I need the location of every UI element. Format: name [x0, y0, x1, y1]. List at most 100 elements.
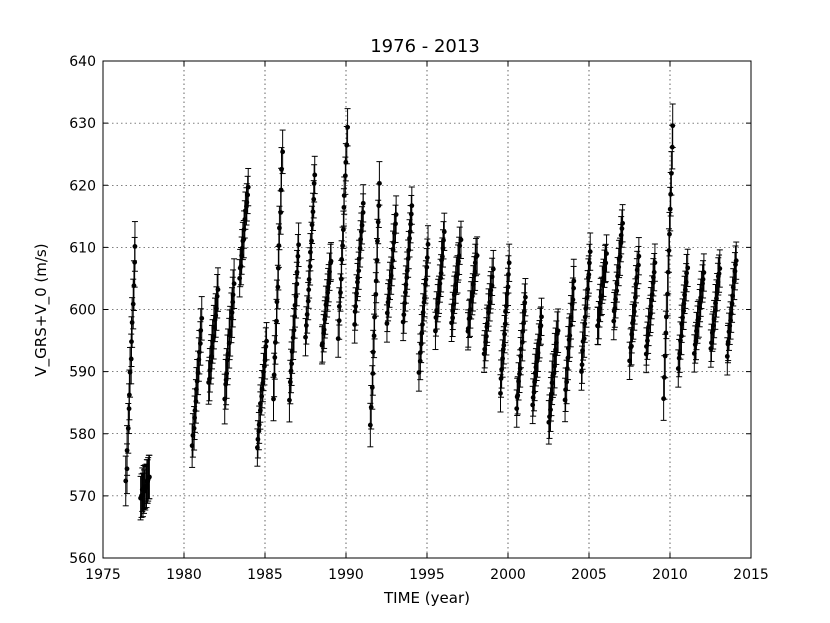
data-marker	[370, 349, 376, 355]
data-marker	[198, 328, 204, 333]
data-marker	[214, 293, 220, 299]
data-point	[651, 243, 658, 282]
data-marker	[456, 253, 462, 259]
data-marker	[515, 392, 521, 398]
data-marker	[125, 425, 131, 431]
x-tick-label: 1995	[409, 567, 445, 583]
data-marker	[439, 254, 445, 259]
data-marker	[256, 422, 262, 428]
data-marker	[651, 269, 657, 275]
data-marker	[359, 222, 365, 228]
data-point	[343, 126, 350, 165]
data-marker	[668, 191, 674, 197]
data-marker	[307, 249, 313, 255]
data-marker	[304, 312, 310, 317]
grid	[103, 61, 751, 558]
data-point	[270, 376, 277, 422]
data-marker	[661, 396, 667, 402]
data-point	[408, 194, 415, 234]
data-marker	[438, 275, 443, 281]
data-marker	[579, 369, 584, 374]
data-marker	[376, 203, 382, 209]
data-point	[263, 322, 270, 361]
data-point	[603, 234, 610, 273]
data-marker	[303, 323, 309, 328]
data-marker	[271, 396, 276, 402]
data-marker	[295, 253, 301, 259]
data-point	[245, 167, 252, 207]
data-point	[474, 236, 481, 275]
data-marker	[652, 260, 658, 266]
data-marker	[340, 243, 345, 249]
data-marker	[393, 212, 399, 217]
data-point	[374, 218, 381, 264]
data-marker	[293, 293, 299, 299]
data-point	[335, 319, 342, 358]
data-marker	[229, 310, 235, 315]
data-marker	[360, 200, 366, 206]
data-point	[497, 374, 504, 413]
data-marker	[287, 397, 292, 403]
data-point	[669, 103, 676, 148]
data-point	[360, 184, 367, 223]
data-marker	[215, 287, 221, 292]
data-point	[311, 155, 318, 195]
x-tick-label: 2005	[571, 567, 607, 583]
x-tick-label: 1980	[166, 567, 202, 583]
data-marker	[294, 269, 300, 275]
data-point	[328, 242, 335, 281]
data-point	[375, 183, 382, 228]
data-marker	[291, 327, 297, 333]
data-marker	[490, 266, 496, 272]
data-point	[122, 455, 129, 507]
data-marker	[231, 281, 237, 287]
y-tick-label: 580	[69, 427, 96, 443]
data-marker	[127, 369, 133, 375]
data-marker	[441, 229, 447, 235]
data-marker	[523, 294, 528, 300]
data-marker	[717, 266, 723, 271]
data-marker	[310, 209, 316, 215]
data-point	[308, 221, 315, 261]
data-marker	[424, 255, 430, 261]
data-point	[344, 108, 351, 147]
data-point	[666, 211, 673, 257]
data-points	[122, 103, 740, 521]
data-marker	[521, 320, 526, 326]
data-marker	[498, 390, 503, 396]
data-marker	[685, 265, 691, 271]
data-marker	[336, 304, 342, 309]
data-marker	[227, 332, 233, 338]
data-marker	[309, 238, 314, 244]
data-marker	[309, 222, 315, 228]
data-marker	[401, 312, 407, 318]
x-tick-label: 2010	[652, 567, 688, 583]
data-marker	[603, 260, 609, 266]
data-point	[231, 258, 238, 310]
data-marker	[306, 276, 312, 282]
data-point	[587, 232, 594, 271]
x-axis-label: TIME (year)	[383, 589, 470, 607]
data-point	[530, 378, 537, 417]
data-marker	[617, 254, 623, 260]
data-point	[570, 258, 577, 304]
data-marker	[376, 180, 382, 186]
data-marker	[668, 170, 674, 176]
data-marker	[238, 263, 244, 269]
data-point	[716, 249, 723, 288]
data-point	[425, 225, 432, 264]
data-point	[660, 376, 667, 421]
data-marker	[645, 338, 650, 344]
data-marker	[424, 264, 430, 270]
data-marker	[339, 257, 345, 262]
data-point	[733, 241, 740, 280]
data-marker	[711, 323, 717, 328]
data-marker	[245, 184, 251, 190]
data-marker	[279, 166, 284, 172]
data-marker	[245, 192, 251, 198]
data-point	[684, 248, 691, 288]
data-marker	[132, 244, 138, 249]
data-point	[441, 212, 448, 251]
data-marker	[538, 323, 544, 329]
